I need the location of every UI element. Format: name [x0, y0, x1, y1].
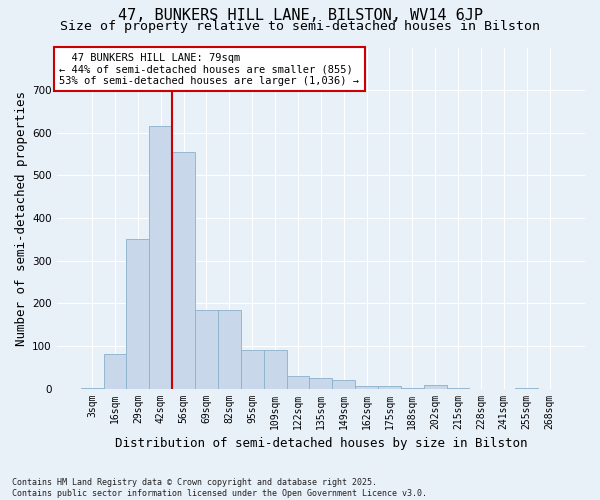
- Bar: [355, 386, 378, 388]
- Bar: [127, 240, 149, 388]
- Bar: [378, 386, 401, 388]
- Bar: [424, 385, 446, 388]
- Text: Contains HM Land Registry data © Crown copyright and database right 2025.
Contai: Contains HM Land Registry data © Crown c…: [12, 478, 427, 498]
- Bar: [287, 376, 310, 388]
- Bar: [263, 350, 287, 389]
- Bar: [195, 310, 218, 388]
- Bar: [149, 126, 172, 388]
- Y-axis label: Number of semi-detached properties: Number of semi-detached properties: [15, 90, 28, 346]
- Text: 47, BUNKERS HILL LANE, BILSTON, WV14 6JP: 47, BUNKERS HILL LANE, BILSTON, WV14 6JP: [118, 8, 482, 22]
- Bar: [172, 152, 195, 388]
- Bar: [332, 380, 355, 388]
- Bar: [218, 310, 241, 388]
- Text: 47 BUNKERS HILL LANE: 79sqm
← 44% of semi-detached houses are smaller (855)
53% : 47 BUNKERS HILL LANE: 79sqm ← 44% of sem…: [59, 52, 359, 86]
- Bar: [310, 378, 332, 388]
- Bar: [241, 350, 263, 389]
- X-axis label: Distribution of semi-detached houses by size in Bilston: Distribution of semi-detached houses by …: [115, 437, 527, 450]
- Bar: [104, 354, 127, 388]
- Text: Size of property relative to semi-detached houses in Bilston: Size of property relative to semi-detach…: [60, 20, 540, 33]
